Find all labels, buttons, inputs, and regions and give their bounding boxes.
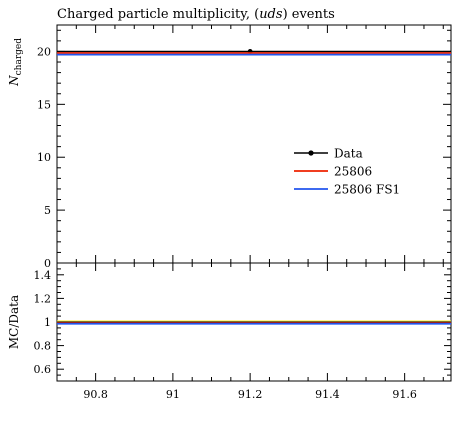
- main-y-axis-label: Ncharged: [7, 38, 24, 87]
- main-y-tick-label: 0: [44, 257, 51, 270]
- legend: Data 25806 25806 FS1: [294, 147, 400, 197]
- main-plot-marks: 0 5 10 15 20: [37, 25, 451, 270]
- legend-data-marker: [308, 150, 314, 156]
- ratio-y-tick-label: 0.8: [34, 340, 52, 353]
- legend-label-data: Data: [334, 147, 363, 161]
- ratio-y-tick-label: 1: [44, 316, 51, 329]
- ratio-y-axis-label: MC/Data: [7, 295, 21, 349]
- main-y-tick-label: 20: [37, 45, 51, 58]
- chart-title: Charged particle multiplicity, (uds) eve…: [57, 7, 335, 22]
- x-tick-label: 91.2: [238, 388, 263, 401]
- main-y-tick-label: 10: [37, 151, 51, 164]
- ratio-plot-marks: 90.8 91 91.2 91.4 91.6 0.6 0.8 1 1.2 1.4: [34, 262, 451, 401]
- legend-label-25806: 25806: [334, 165, 372, 179]
- main-plot-frame: [56, 24, 452, 264]
- x-tick-label: 91.6: [392, 388, 417, 401]
- ratio-y-tick-label: 0.6: [34, 363, 52, 376]
- ratio-y-tick-label: 1.4: [34, 269, 52, 282]
- main-y-tick-label: 5: [44, 204, 51, 217]
- ratio-y-tick-label: 1.2: [34, 292, 52, 305]
- x-tick-label: 90.8: [83, 388, 108, 401]
- x-tick-label: 91.4: [315, 388, 340, 401]
- x-tick-label: 91: [166, 388, 180, 401]
- main-y-tick-label: 15: [37, 98, 51, 111]
- legend-label-25806-fs1: 25806 FS1: [334, 183, 400, 197]
